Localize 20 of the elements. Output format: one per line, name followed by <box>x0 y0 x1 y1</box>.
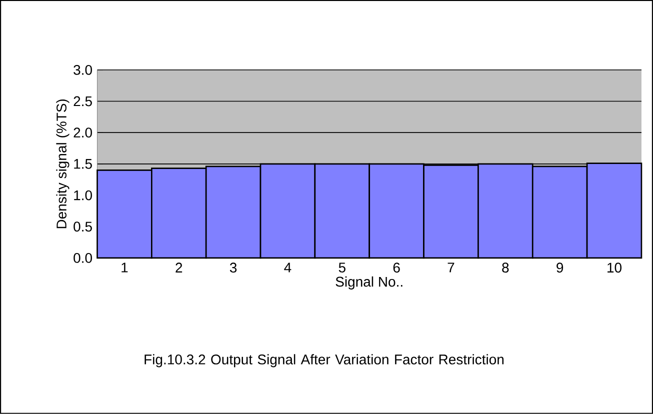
y-tick-label: 2.5 <box>74 96 92 106</box>
y-tick-label: 0.5 <box>74 222 92 232</box>
x-tick-label: 5 <box>338 262 346 273</box>
x-tick-label: 6 <box>393 262 400 273</box>
y-tick-label: 2.0 <box>74 128 92 138</box>
y-axis-title: Density signal (%TS) <box>56 100 70 228</box>
x-tick-label: 1 <box>122 262 128 272</box>
y-tick-label: 3.0 <box>74 64 92 75</box>
x-axis-title: Signal No.. <box>336 276 402 290</box>
x-tick-label: 3 <box>230 262 237 273</box>
x-tick-label: 9 <box>556 262 564 273</box>
caption: Fig.10.3.2 Output Signal After Variation Factor Restriction <box>144 354 504 368</box>
x-tick-label: 8 <box>502 262 509 273</box>
y-tick-label: 1.5 <box>74 159 92 169</box>
x-tick-label: 7 <box>448 262 454 272</box>
y-tick-label: 1.0 <box>74 190 92 200</box>
x-tick-label: 10 <box>608 262 622 273</box>
x-tick-label: 2 <box>176 262 182 272</box>
x-tick-label: 4 <box>284 262 292 272</box>
y-tick-label: 0.0 <box>74 253 92 263</box>
